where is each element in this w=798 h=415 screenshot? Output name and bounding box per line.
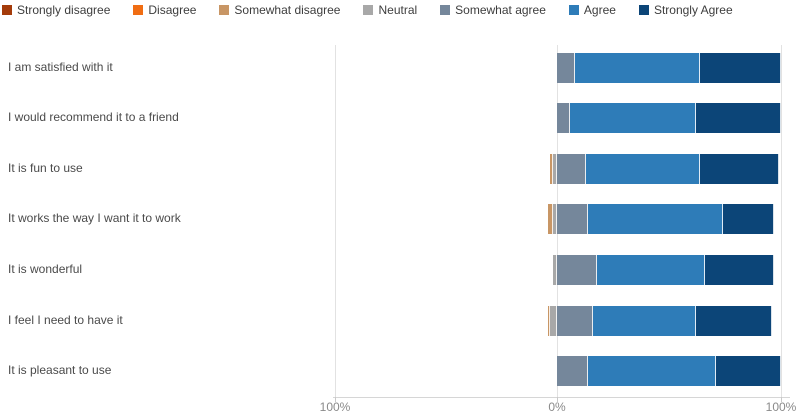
segment-strongly-agree[interactable] [700,52,781,83]
axis-tick-left [335,397,336,402]
bar-row-it-is-wonderful [335,254,782,285]
legend-item-label: Disagree [148,3,197,17]
legend-item-label: Agree [583,3,616,17]
segment-somewhat-disagree[interactable] [548,204,553,235]
legend-item-label: Somewhat agree [455,3,546,17]
segment-somewhat-disagree[interactable] [548,305,551,336]
axis-tick-zero [557,397,558,402]
x-tick-label-right: 100% [765,400,797,414]
legend-item-agree[interactable]: Agree [568,3,616,17]
bar-row-i-would-recommend-it-to-a-friend [335,103,782,134]
legend-swatch-icon [638,5,649,15]
segment-strongly-agree[interactable] [700,153,779,184]
legend-item-disagree[interactable]: Disagree [133,3,196,17]
x-tick-label-zero: 0% [548,400,566,414]
segment-strongly-agree[interactable] [695,305,773,336]
segment-strongly-agree[interactable] [716,356,781,387]
legend-item-strongly-agree[interactable]: Strongly Agree [638,3,733,17]
segment-somewhat-agree[interactable] [557,356,589,387]
segment-strongly-agree[interactable] [695,103,781,134]
segment-strongly-agree[interactable] [704,254,775,285]
segment-neutral[interactable] [552,153,557,184]
category-label: I feel I need to have it [8,312,123,327]
legend-item-label: Strongly disagree [17,3,111,17]
legend-swatch-icon [2,5,12,15]
legend-item-neutral[interactable]: Neutral [363,3,417,17]
segment-somewhat-agree[interactable] [557,103,571,134]
legend: Strongly disagree Disagree Somewhat disagr… [2,3,733,17]
gridline-right-100 [781,45,782,397]
gridline-left-100 [335,45,336,397]
bar-row-i-am-satisfied-with-it [335,52,782,83]
bar-row-it-works-the-way-i-want-it-to-work [335,204,782,235]
category-label: It works the way I want it to work [8,211,181,226]
segment-agree[interactable] [592,305,696,336]
segment-neutral[interactable] [552,254,557,285]
category-label: It is fun to use [8,160,83,175]
segment-agree[interactable] [570,103,696,134]
legend-swatch-icon [219,5,230,15]
segment-neutral[interactable] [550,305,557,336]
legend-item-somewhat-agree[interactable]: Somewhat agree [440,3,546,17]
segment-somewhat-agree[interactable] [557,204,589,235]
legend-swatch-icon [363,5,374,15]
segment-somewhat-disagree[interactable] [550,153,553,184]
segment-somewhat-agree[interactable] [557,153,587,184]
bar-row-it-is-pleasant-to-use [335,356,782,387]
category-label: It is pleasant to use [8,363,112,378]
x-tick-label-left: 100% [319,400,351,414]
legend-item-strongly-disagree[interactable]: Strongly disagree [2,3,110,17]
category-label: I would recommend it to a friend [8,110,179,125]
category-label: It is wonderful [8,261,83,276]
segment-agree[interactable] [588,204,723,235]
legend-item-somewhat-disagree[interactable]: Somewhat disagree [219,3,340,17]
plot [333,45,790,402]
legend-item-label: Strongly Agree [653,3,733,17]
segment-agree[interactable] [588,356,717,387]
segment-agree[interactable] [586,153,701,184]
legend-swatch-icon [133,5,144,15]
segment-neutral[interactable] [552,204,557,235]
category-label: I am satisfied with it [8,59,113,74]
bar-row-i-feel-i-need-to-have-it [335,305,782,336]
legend-swatch-icon [568,5,579,15]
segment-somewhat-agree[interactable] [557,52,575,83]
segment-strongly-agree[interactable] [722,204,775,235]
segment-somewhat-agree[interactable] [557,305,593,336]
segment-agree[interactable] [597,254,705,285]
axis-tick-right [781,397,782,402]
legend-item-label: Somewhat disagree [234,3,341,17]
segment-somewhat-agree[interactable] [557,254,598,285]
legend-item-label: Neutral [378,3,418,17]
bar-row-it-is-fun-to-use [335,153,782,184]
x-axis-line [333,397,790,398]
legend-swatch-icon [440,5,451,15]
segment-agree[interactable] [574,52,701,83]
